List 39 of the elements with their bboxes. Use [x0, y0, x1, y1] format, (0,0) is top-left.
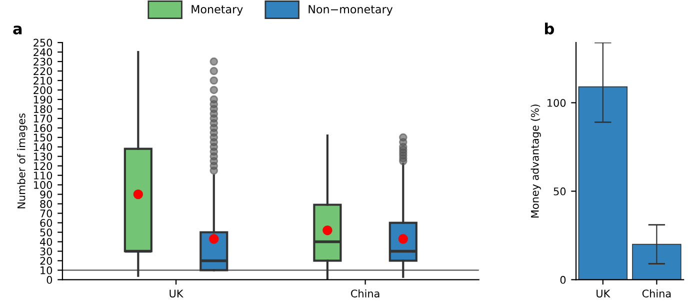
y-tick-label: 160 [34, 124, 52, 132]
y-tick-label: 120 [34, 162, 52, 170]
y-tick-label: 140 [34, 143, 52, 151]
y-tick-label: 240 [34, 48, 52, 56]
y-tick-label: 210 [34, 76, 52, 85]
y-tick-label: 40 [40, 238, 52, 246]
y-tick-label: 60 [40, 219, 52, 227]
y-tick-label: 100 [34, 181, 52, 189]
y-tick-label: 180 [34, 105, 52, 114]
y-tick-label: 10 [40, 266, 52, 274]
y-tick-label: 0 [560, 276, 566, 284]
y-tick-label: 20 [40, 256, 52, 265]
y-tick-label: 200 [34, 86, 52, 94]
y-tick-label: 250 [34, 38, 52, 47]
x-tick-label: China [351, 289, 380, 298]
y-tick-label: 230 [34, 58, 52, 66]
y-tick-label: 170 [34, 114, 52, 123]
chart-title: b [545, 22, 554, 34]
x-tick-label: China [642, 289, 671, 298]
y-tick-label: 80 [40, 200, 52, 208]
legend-label: Monetary [192, 5, 243, 16]
y-tick-label: 50 [554, 187, 566, 196]
y-axis-title: Number of images [17, 113, 28, 208]
chart-title: a [13, 26, 22, 34]
y-tick-label: 90 [40, 190, 52, 198]
x-tick-label: UK [170, 290, 184, 298]
y-tick-label: 0 [46, 276, 52, 284]
y-tick-label: 70 [40, 210, 52, 218]
y-tick-label: 150 [34, 134, 52, 142]
y-tick-label: 110 [34, 172, 52, 180]
y-tick-label: 30 [40, 247, 52, 256]
y-tick-label: 130 [34, 152, 52, 160]
legend-label: Non−monetary [308, 5, 393, 16]
y-tick-label: 190 [34, 96, 52, 104]
y-tick-label: 100 [548, 98, 566, 107]
y-tick-label: 50 [40, 228, 52, 236]
y-axis-title: Money advantage (%) [530, 104, 541, 218]
x-tick-label: UK [596, 290, 610, 298]
y-tick-label: 220 [34, 67, 52, 76]
